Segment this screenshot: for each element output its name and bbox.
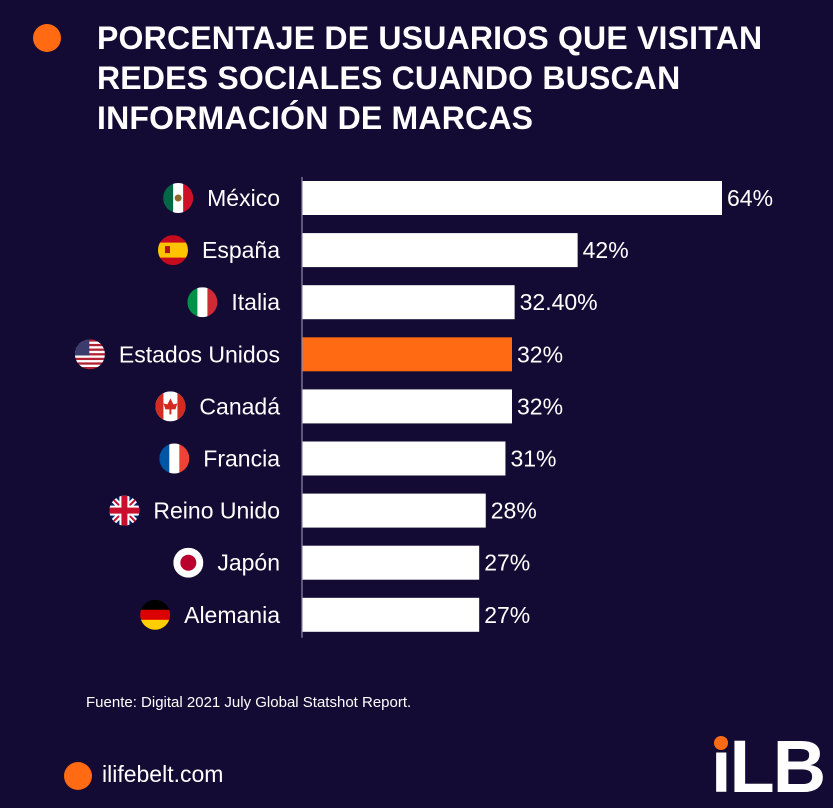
footer-bullet-dot <box>64 762 92 790</box>
logo-text: iLB <box>711 725 826 808</box>
bar <box>302 285 515 320</box>
page-title: PORCENTAJE DE USUARIOS QUE VISITAN REDES… <box>97 18 817 138</box>
title-bullet-dot <box>33 24 61 52</box>
logo-accent-dot <box>714 736 728 750</box>
value-label: 32% <box>517 341 563 367</box>
category-label: México <box>207 185 280 211</box>
uk-flag-icon <box>109 495 140 526</box>
germany-flag-icon <box>140 599 171 630</box>
category-label: Francia <box>203 446 280 472</box>
category-label: Estados Unidos <box>119 341 280 367</box>
source-note: Fuente: Digital 2021 July Global Statsho… <box>86 694 412 711</box>
title-line-2: REDES SOCIALES CUANDO BUSCAN <box>97 60 681 96</box>
bar <box>302 493 486 528</box>
usa-flag-icon <box>74 339 105 370</box>
title-line-3: INFORMACIÓN DE MARCAS <box>97 100 534 136</box>
bar <box>302 337 512 372</box>
category-label: España <box>202 237 280 263</box>
value-label: 27% <box>484 602 530 628</box>
category-label: Alemania <box>184 602 280 628</box>
value-label: 64% <box>727 185 773 211</box>
canada-flag-icon <box>155 391 186 422</box>
bar <box>302 233 578 268</box>
category-label: Canadá <box>199 393 280 419</box>
category-label: Japón <box>217 550 280 576</box>
bar <box>302 545 480 580</box>
value-label: 28% <box>491 498 537 524</box>
italy-flag-icon <box>187 287 218 318</box>
footer-website[interactable]: ilifebelt.com <box>102 761 224 787</box>
japan-flag-icon <box>173 547 204 578</box>
bar <box>302 597 480 632</box>
title-line-1: PORCENTAJE DE USUARIOS QUE VISITAN <box>97 20 763 56</box>
spain-flag-icon <box>157 235 188 266</box>
bar <box>302 389 512 424</box>
value-label: 32.40% <box>520 289 598 315</box>
value-label: 32% <box>517 393 563 419</box>
value-label: 27% <box>484 550 530 576</box>
bar <box>302 181 722 215</box>
bar <box>302 441 506 476</box>
category-label: Italia <box>231 289 280 315</box>
value-label: 42% <box>583 237 629 263</box>
value-label: 31% <box>510 446 556 472</box>
category-label: Reino Unido <box>153 498 280 524</box>
ilb-logo: iLB <box>711 725 827 808</box>
france-flag-icon <box>159 443 190 474</box>
mexico-flag-icon <box>163 183 194 213</box>
